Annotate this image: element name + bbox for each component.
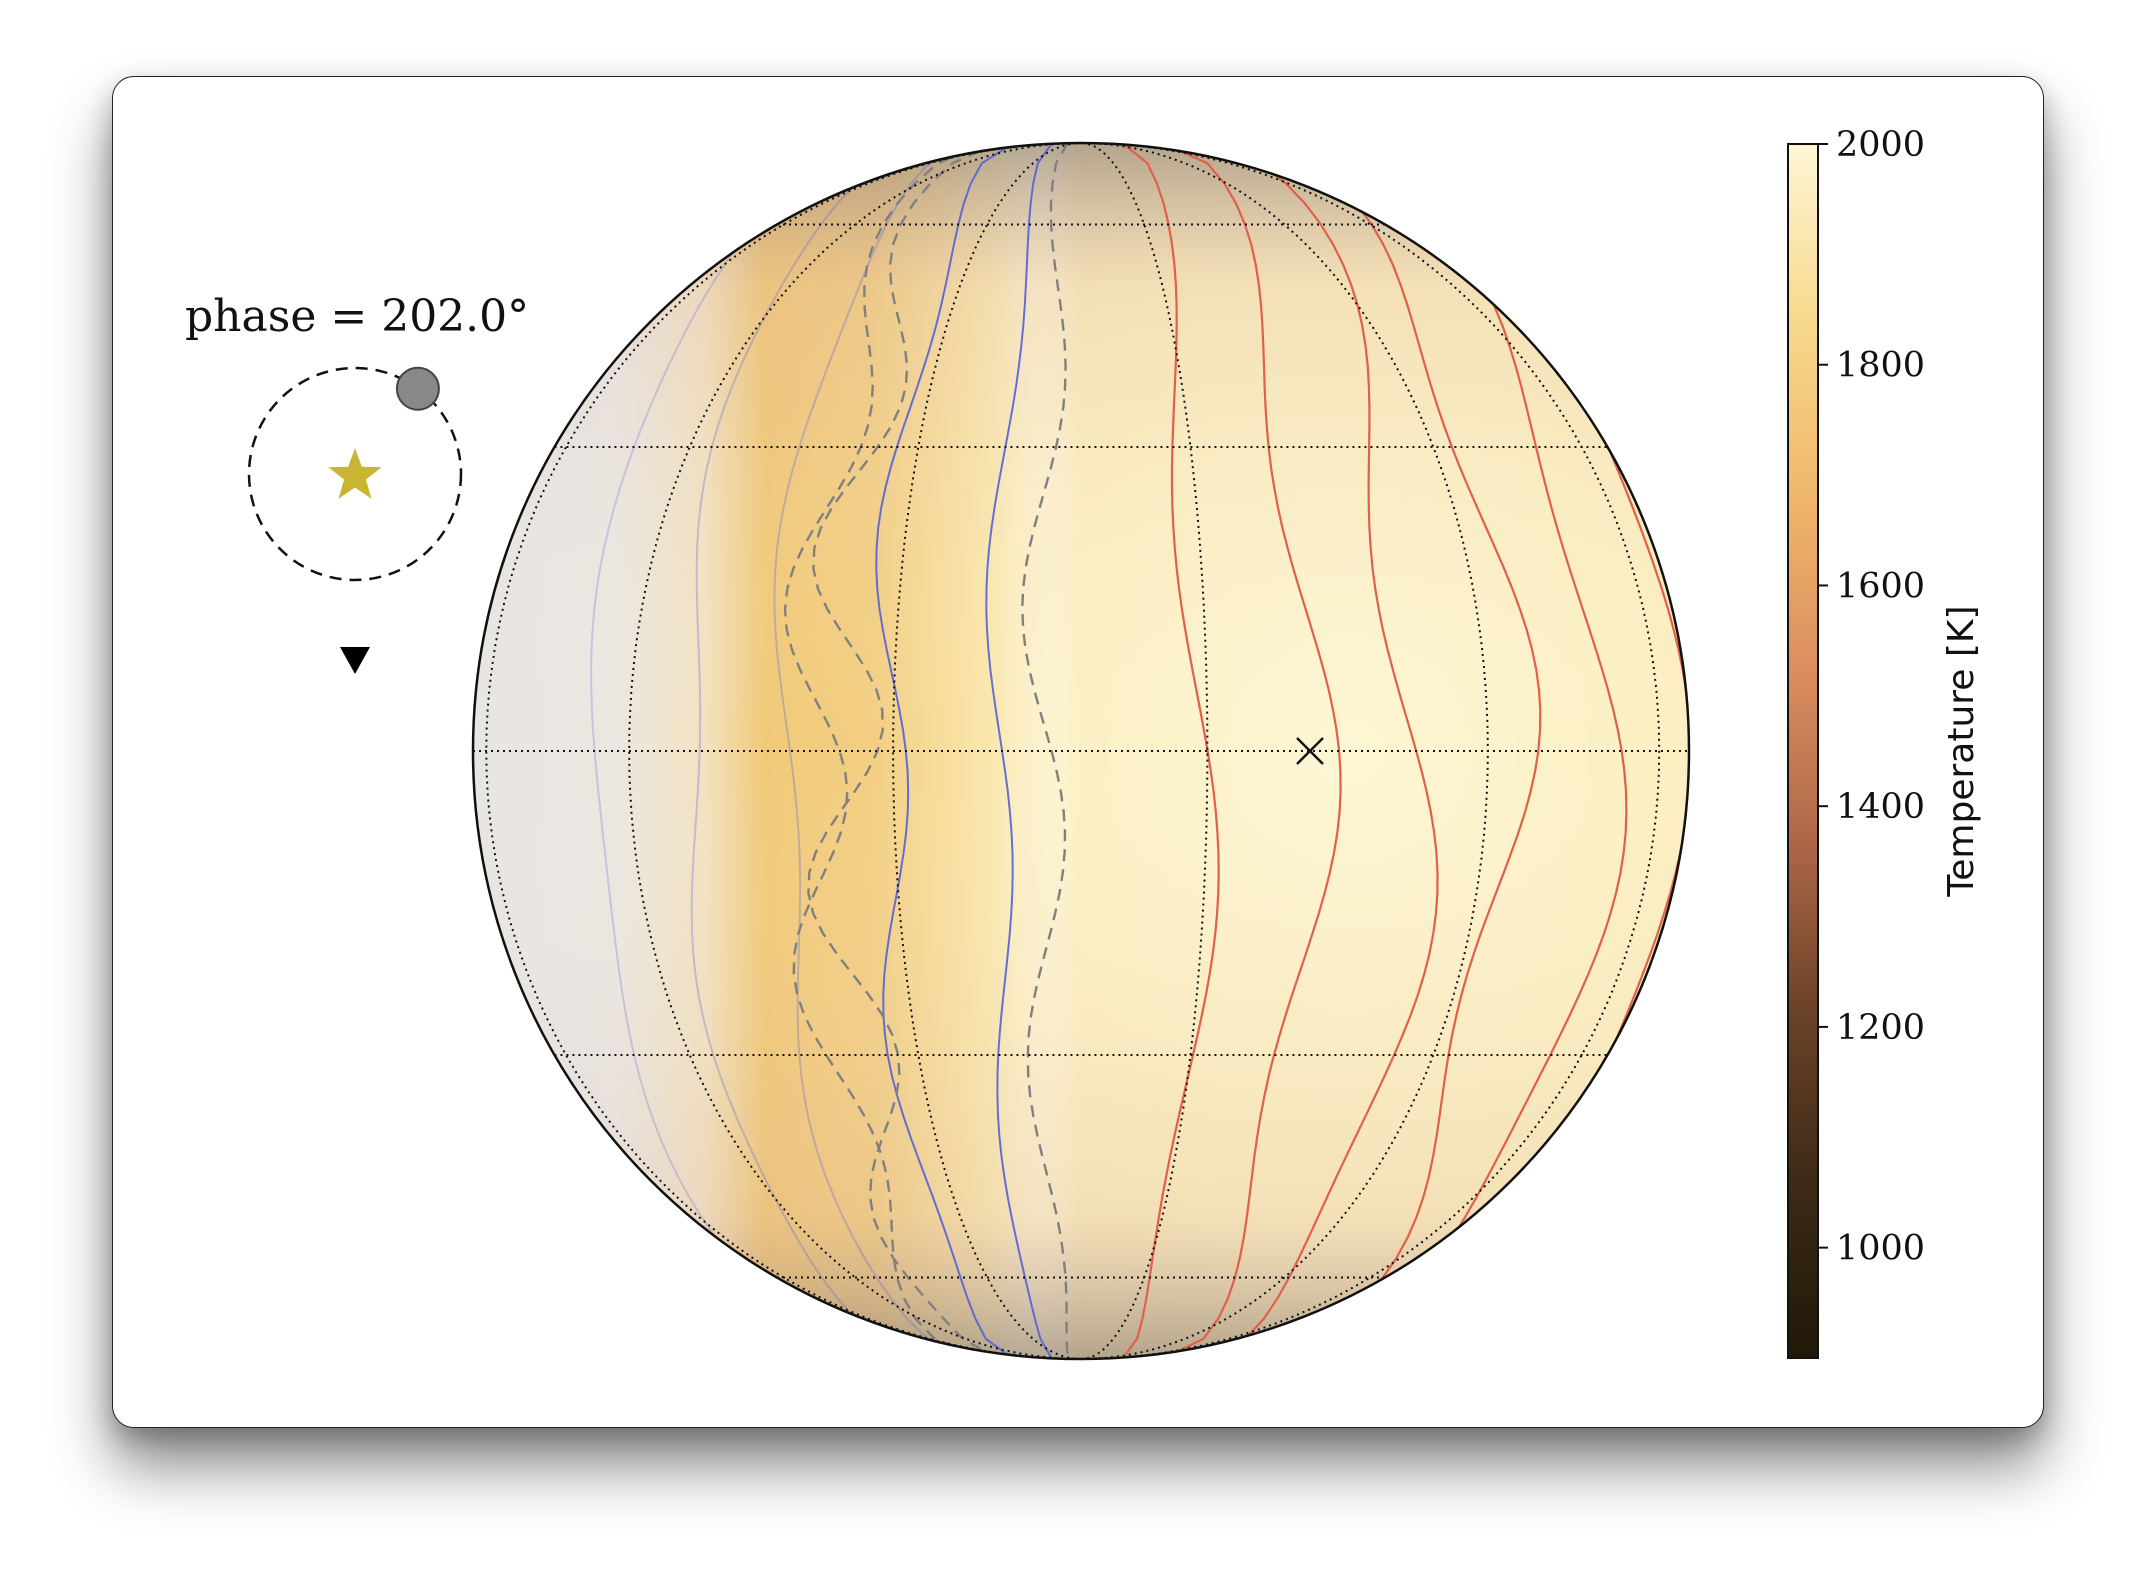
phase-label: phase = 202.0° [185, 291, 529, 342]
cold-contour-3 [773, 143, 977, 1359]
colorbar-tick-label: 1200 [1836, 1008, 1925, 1048]
colorbar-gradient [1787, 143, 1819, 1359]
dashed-contour-3 [1021, 143, 1069, 1359]
planet-icon [395, 366, 440, 411]
orbit-inset: phase = 202.0° [185, 291, 529, 674]
cold-contour-4 [690, 143, 944, 1359]
globe [471, 141, 1691, 1361]
graticule-longitude--30 [628, 143, 1082, 1359]
hot-contour-4 [1231, 143, 1542, 1359]
colorbar-ticks: 1000 1200 1400 1600 1800 2000 [1818, 125, 1925, 1269]
star-icon [328, 448, 382, 499]
graticule-longitude-90 [1080, 143, 1661, 1359]
figure-card: phase = 202.0° 1000 1200 1400 1600 1800 2000 … [112, 76, 2044, 1428]
colorbar-tick-label: 1400 [1836, 787, 1925, 827]
colorbar-tick-label: 2000 [1836, 125, 1925, 165]
dashed-contour-1 [783, 143, 988, 1359]
colorbar-tick-label: 1600 [1836, 566, 1925, 606]
globe-outline [471, 141, 1691, 1361]
chart-svg: phase = 202.0° 1000 1200 1400 1600 1800 2000 … [185, 125, 1982, 1361]
colorbar-label: Temperature [K] [1941, 605, 1982, 897]
orbit-circle [247, 366, 463, 582]
hot-contour-2 [1161, 143, 1342, 1359]
observer-triangle-icon [340, 647, 370, 674]
colorbar-tick-label: 1000 [1836, 1229, 1925, 1269]
hot-contour-1 [1121, 143, 1220, 1359]
graticule [473, 143, 1689, 1359]
dashed-contour-2 [807, 143, 999, 1359]
substellar-x-marker [1296, 737, 1324, 765]
colorbar-tick-label: 1800 [1836, 346, 1925, 386]
hot-contour-5 [1263, 143, 1628, 1359]
colorbar: 1000 1200 1400 1600 1800 2000 Temperature [K] [1787, 125, 1982, 1359]
graticule-longitude-60 [1080, 143, 1489, 1359]
graticule-longitude-30 [1080, 143, 1209, 1359]
graticule-longitude--60 [485, 143, 1082, 1359]
